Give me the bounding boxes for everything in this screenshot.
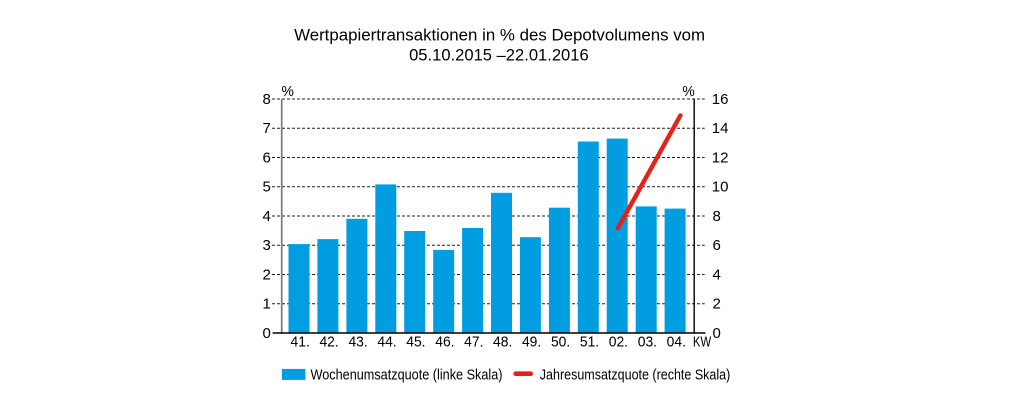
svg-text:4: 4 — [262, 208, 270, 225]
svg-text:7: 7 — [262, 120, 270, 137]
svg-text:12: 12 — [712, 149, 729, 166]
svg-text:8: 8 — [713, 208, 721, 225]
svg-text:48.: 48. — [493, 334, 512, 351]
svg-text:%: % — [282, 83, 294, 100]
svg-text:8: 8 — [262, 91, 270, 108]
svg-text:4: 4 — [713, 266, 721, 283]
svg-text:03.: 03. — [638, 334, 657, 351]
svg-text:10: 10 — [712, 179, 729, 196]
svg-text:0: 0 — [262, 325, 270, 342]
svg-text:0: 0 — [713, 325, 721, 342]
svg-text:44.: 44. — [377, 334, 396, 351]
svg-text:16: 16 — [712, 91, 729, 108]
svg-text:14: 14 — [712, 120, 729, 137]
svg-text:50.: 50. — [551, 334, 570, 351]
svg-text:42.: 42. — [319, 334, 338, 351]
svg-text:41.: 41. — [291, 334, 310, 351]
svg-text:45.: 45. — [406, 334, 425, 351]
svg-text:2: 2 — [713, 296, 721, 313]
svg-text:04.: 04. — [667, 334, 686, 351]
svg-text:51.: 51. — [580, 334, 599, 351]
svg-text:%: % — [682, 83, 694, 100]
svg-text:6: 6 — [262, 149, 270, 166]
svg-text:Jahresumsatzquote (rechte Skal: Jahresumsatzquote (rechte Skala) — [540, 366, 731, 383]
svg-text:46.: 46. — [435, 334, 454, 351]
svg-text:1: 1 — [262, 296, 270, 313]
svg-text:49.: 49. — [522, 334, 541, 351]
svg-text:43.: 43. — [348, 334, 367, 351]
svg-text:2: 2 — [262, 266, 270, 283]
svg-text:KW: KW — [693, 334, 712, 351]
svg-text:05.10.2015 –22.01.2016: 05.10.2015 –22.01.2016 — [409, 47, 589, 65]
svg-text:Wertpapiertransaktionen in % d: Wertpapiertransaktionen in % des Depotvo… — [294, 27, 705, 45]
svg-text:6: 6 — [713, 237, 721, 254]
svg-text:5: 5 — [262, 179, 270, 196]
svg-text:Wochenumsatzquote (linke Skala: Wochenumsatzquote (linke Skala) — [311, 366, 503, 383]
svg-text:47.: 47. — [464, 334, 483, 351]
svg-text:3: 3 — [262, 237, 270, 254]
svg-text:02.: 02. — [609, 334, 628, 351]
